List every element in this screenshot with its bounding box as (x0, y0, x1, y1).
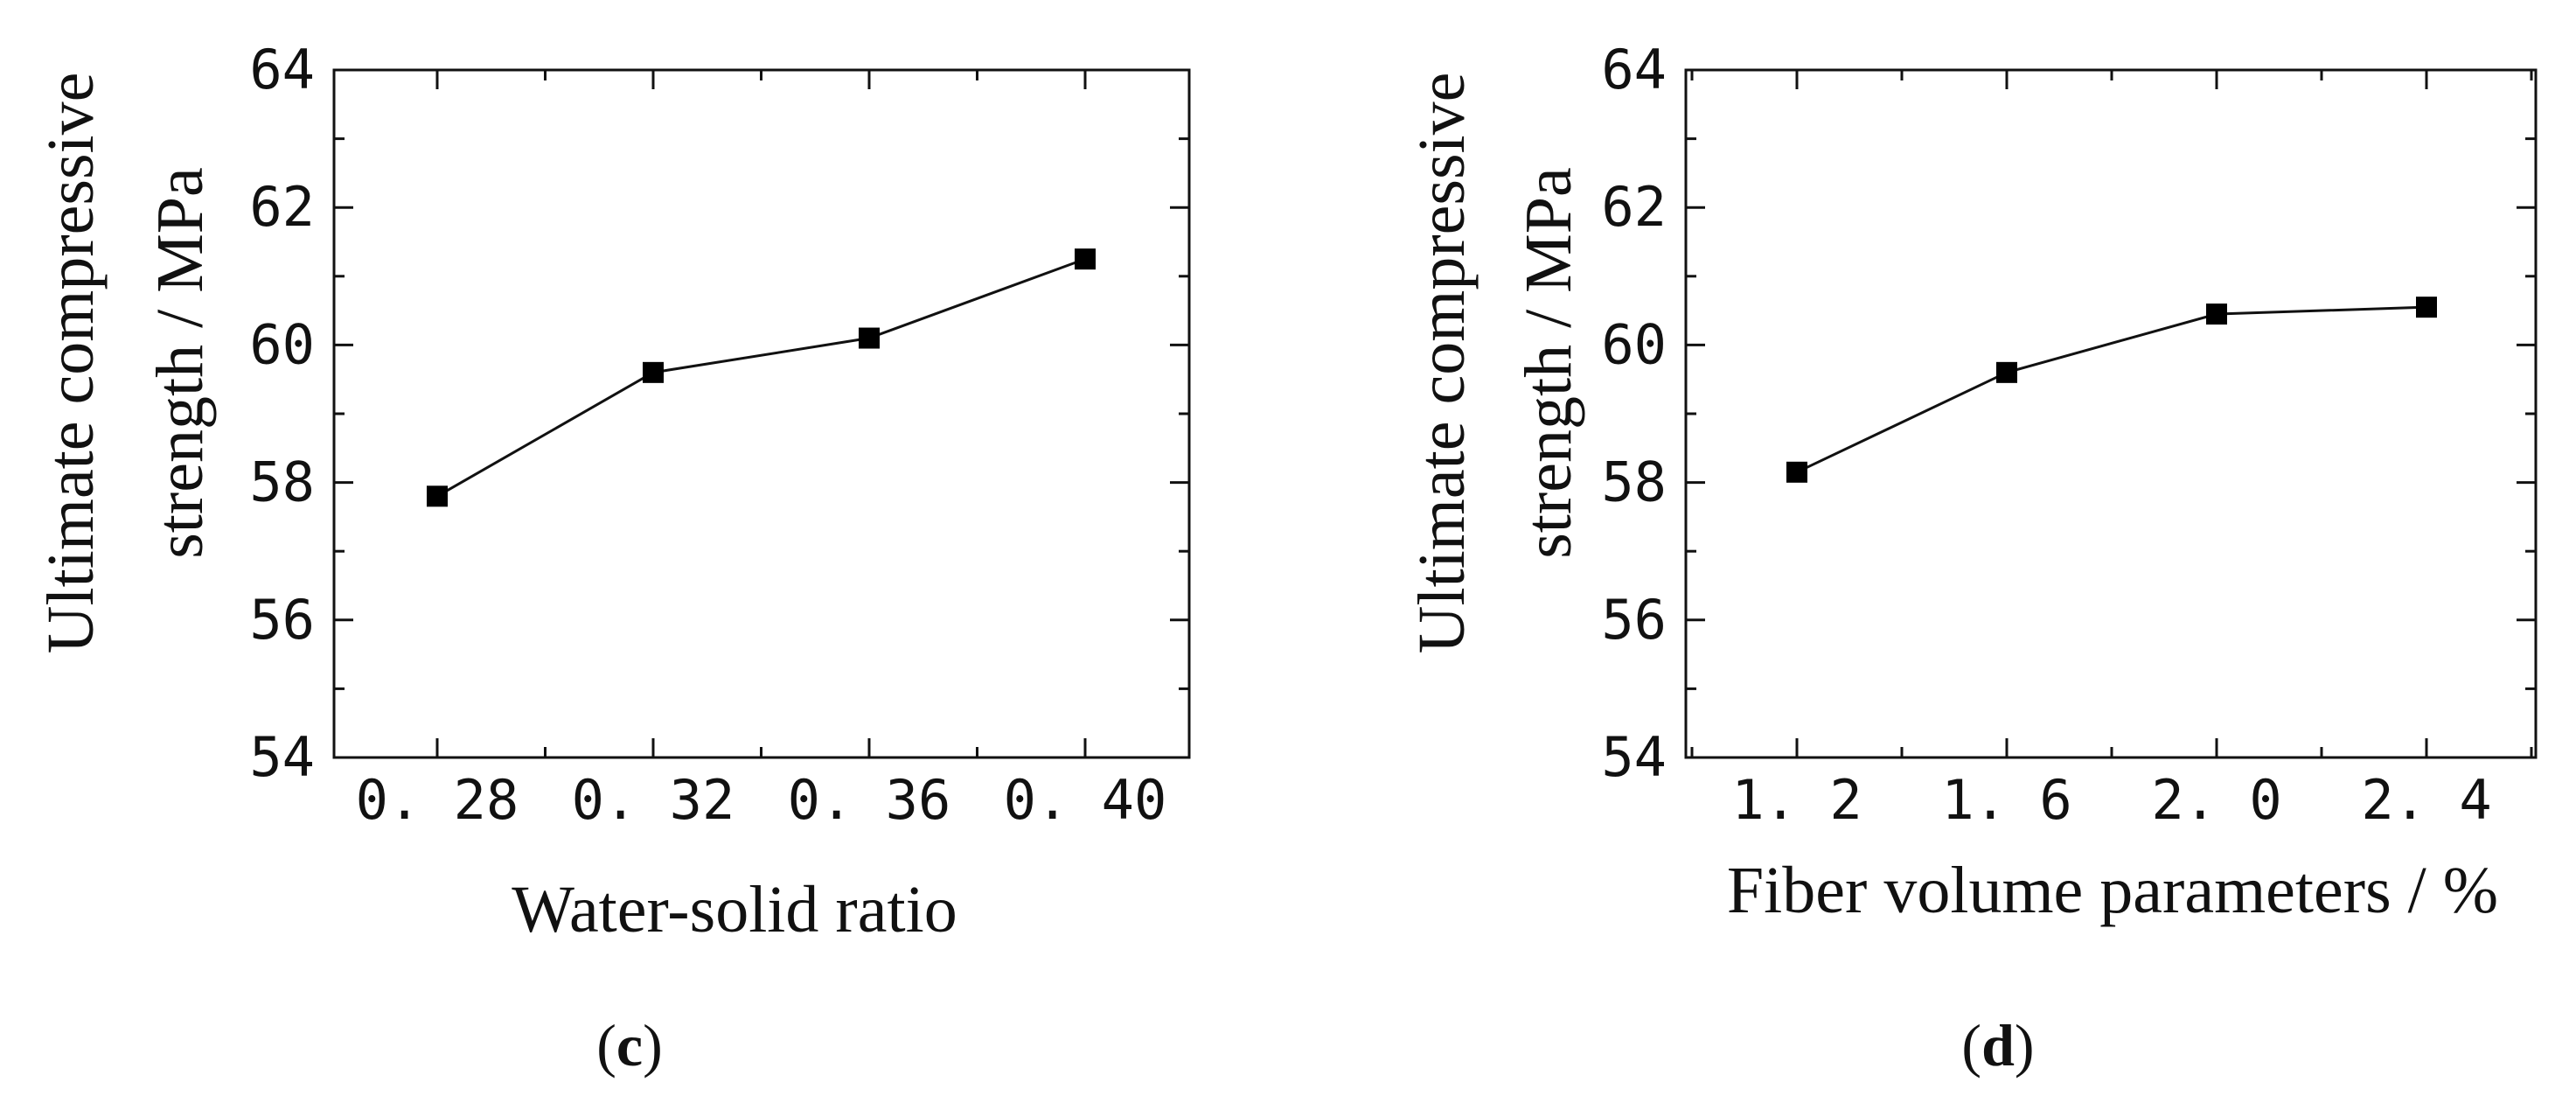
y-axis-title-line1: Ultimate compressive (1405, 73, 1479, 654)
data-point-marker (1075, 248, 1096, 270)
y-tick-label: 54 (249, 725, 315, 789)
data-point-marker (1996, 361, 2017, 383)
y-tick-label: 60 (249, 312, 315, 376)
chart-panel-c: 54 56 58 60 62 64 0. 28 0. 32 0. 36 0. 40 Ultimate… (34, 38, 1191, 1079)
data-point-marker (643, 361, 664, 383)
y-axis-title-line1: Ultimate compressive (34, 73, 108, 654)
x-axis-title: Fiber volume parameters / % (1727, 854, 2498, 927)
y-tick-label: 62 (249, 175, 315, 239)
series-line (436, 257, 1086, 498)
x-tick-label: 2. 4 (2361, 768, 2491, 832)
x-tick-label: 1. 6 (1941, 768, 2071, 832)
y-tick-label: 64 (249, 38, 315, 101)
y-tick-label: 56 (249, 588, 315, 652)
plot-frame (332, 68, 1191, 759)
plot-frame (1684, 68, 2538, 759)
data-point-marker (859, 327, 880, 349)
y-tick-label: 58 (249, 450, 315, 514)
y-axis-title-line2: strength / MPa (143, 167, 217, 559)
x-axis-title: Water-solid ratio (512, 873, 957, 946)
data-point-marker (427, 485, 448, 507)
y-tick-label: 64 (1601, 38, 1667, 101)
y-tick-label: 62 (1601, 175, 1667, 239)
y-tick-label: 56 (1601, 588, 1667, 652)
series-line (1796, 305, 2427, 474)
chart-panel-d: 54 56 58 60 62 64 1. 2 1. 6 2. 0 2. 4 Ultimate com… (1405, 38, 2538, 1079)
x-tick-label: 1. 2 (1731, 768, 1862, 832)
x-tick-label: 2. 0 (2151, 768, 2281, 832)
data-point-marker (1786, 461, 1807, 483)
data-point-marker (2416, 297, 2437, 318)
x-tick-label: 0. 40 (1004, 768, 1167, 832)
data-point-marker (2206, 304, 2227, 325)
y-tick-label: 54 (1601, 725, 1667, 789)
x-tick-label: 0. 32 (572, 768, 735, 832)
y-tick-label: 60 (1601, 312, 1667, 376)
panel-label: (d) (1961, 1012, 2034, 1079)
x-tick-label: 0. 36 (788, 768, 951, 832)
y-axis-title-line2: strength / MPa (1512, 167, 1585, 559)
y-tick-label: 58 (1601, 450, 1667, 514)
x-tick-label: 0. 28 (356, 768, 519, 832)
panel-label: (c) (596, 1012, 663, 1079)
